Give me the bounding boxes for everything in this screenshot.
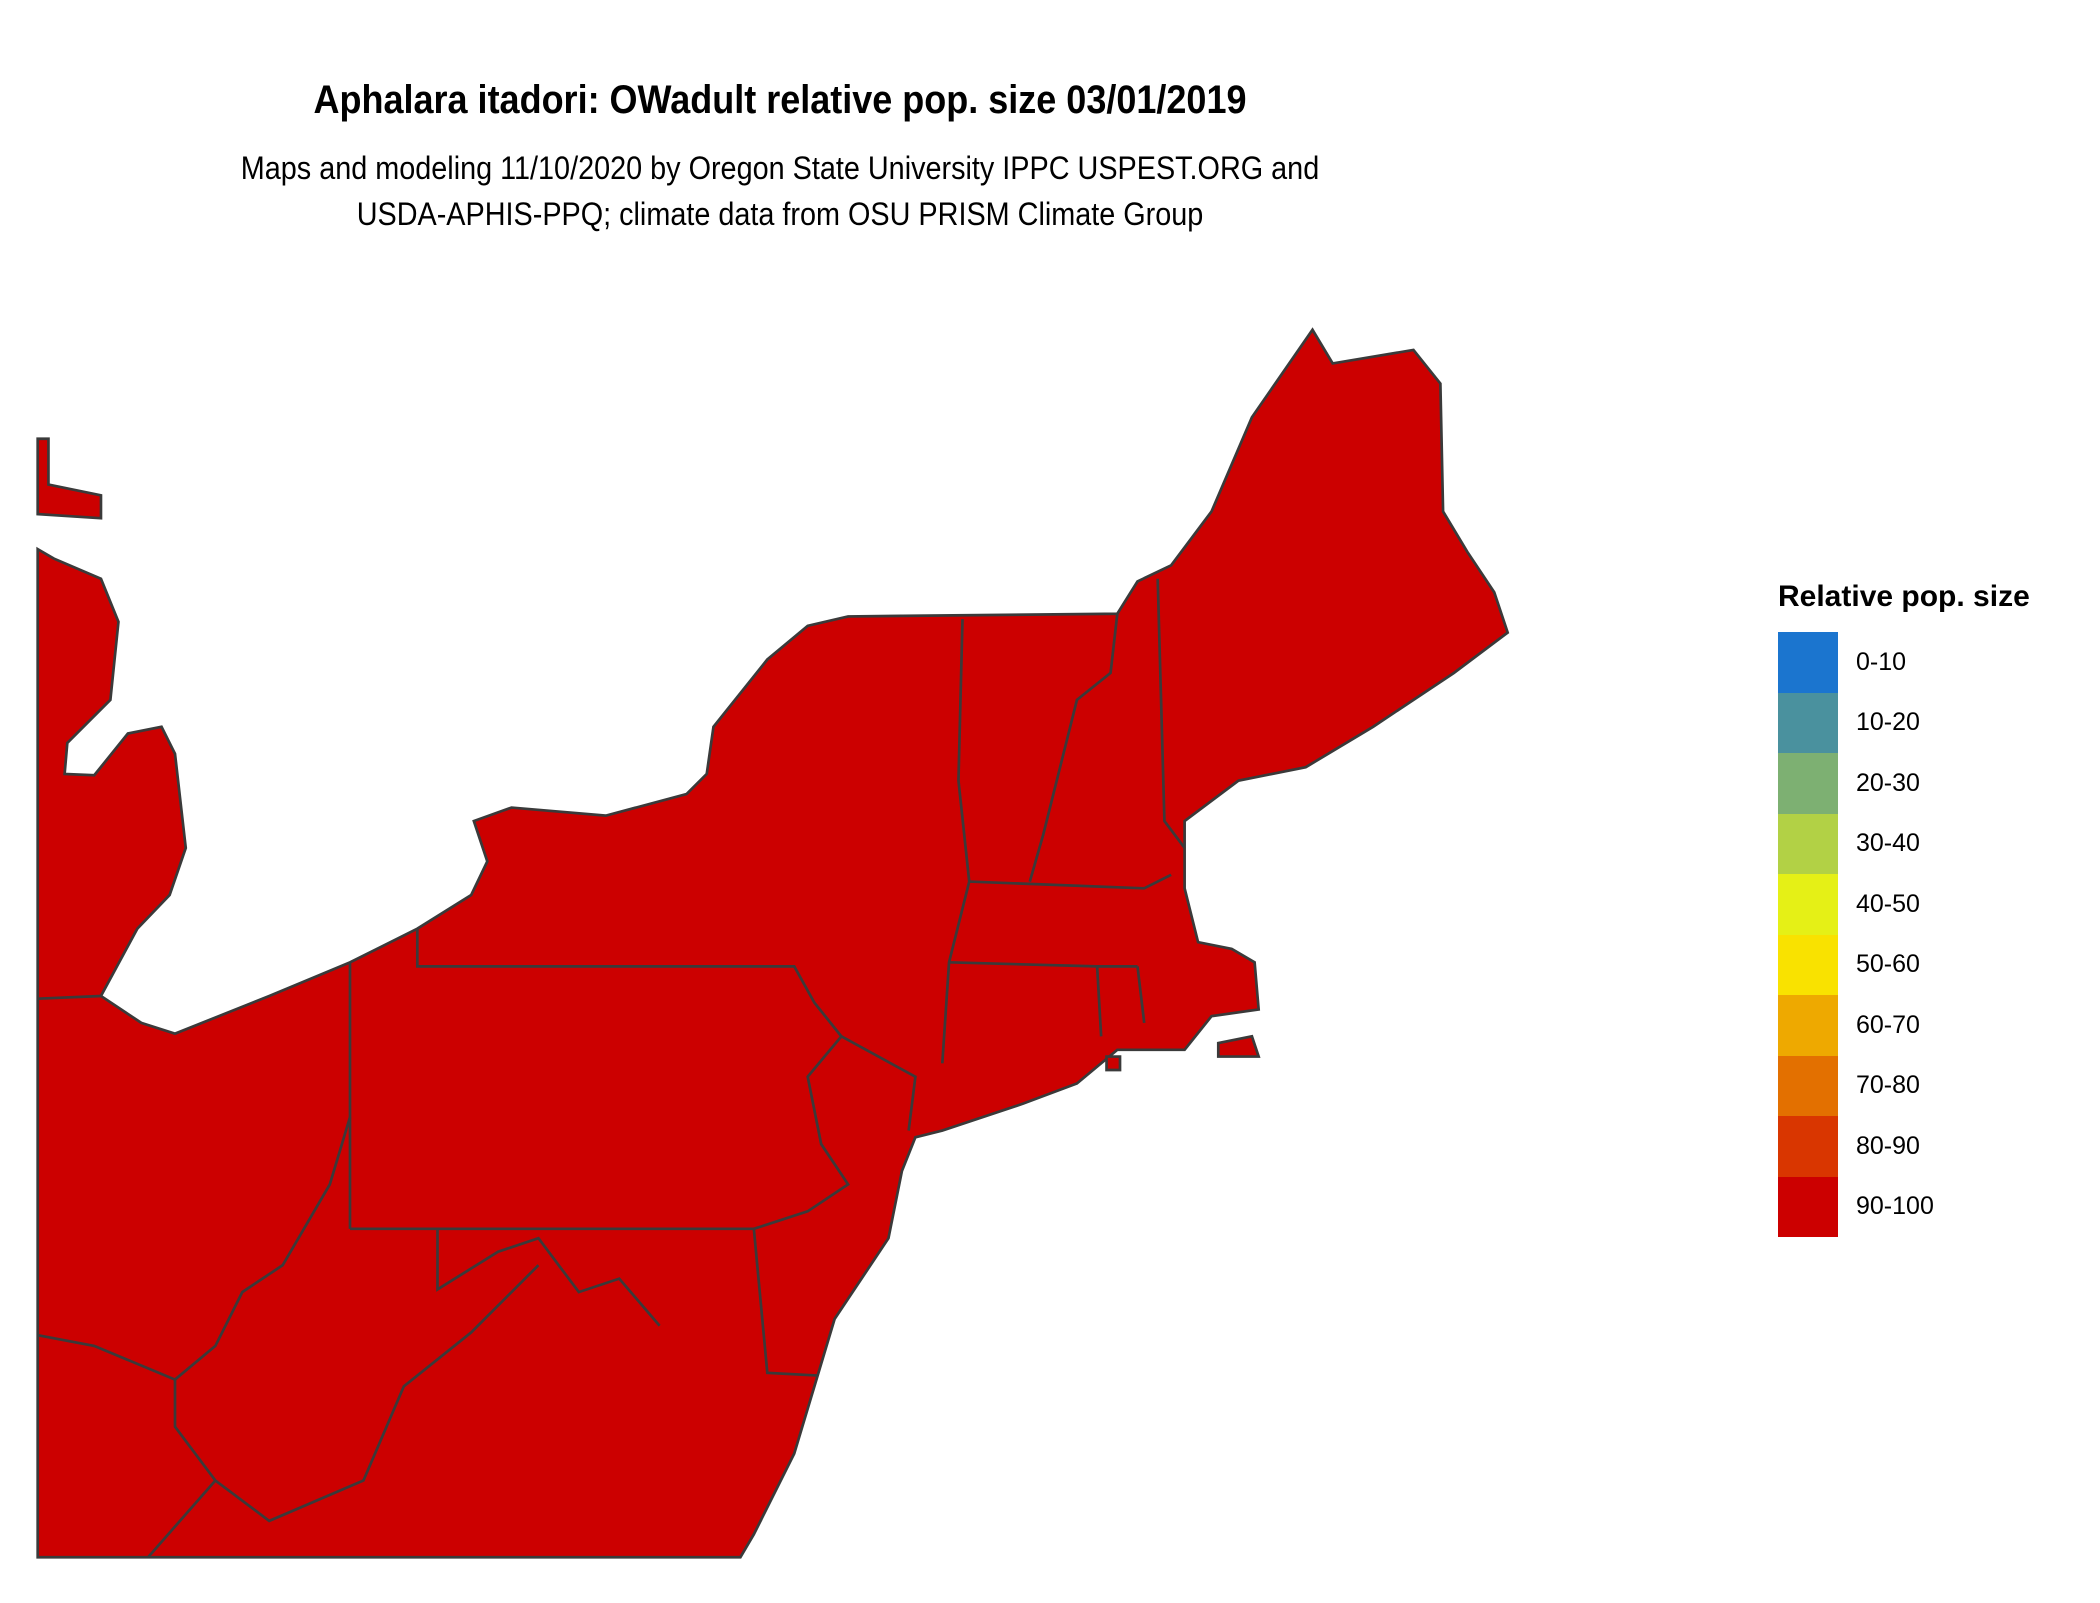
legend: Relative pop. size 0-10 10-20 20-30 30-40 40… bbox=[1778, 580, 2030, 1237]
state-borders bbox=[37, 578, 1186, 1559]
legend-item: 90-100 bbox=[1778, 1176, 2030, 1237]
legend-item: 50-60 bbox=[1778, 934, 2030, 995]
state-border bbox=[37, 1116, 352, 1382]
legend-swatch bbox=[1778, 1176, 1838, 1237]
state-border bbox=[1136, 966, 1146, 1024]
legend-label: 70-80 bbox=[1856, 1071, 1920, 1100]
legend-item: 80-90 bbox=[1778, 1116, 2030, 1177]
land-area bbox=[36, 327, 1510, 1559]
legend-item: 20-30 bbox=[1778, 753, 2030, 814]
legend-swatch bbox=[1778, 874, 1838, 935]
legend-swatch bbox=[1778, 632, 1838, 693]
legend-item: 0-10 bbox=[1778, 632, 2030, 693]
state-border bbox=[415, 928, 843, 1038]
legend-label: 30-40 bbox=[1856, 829, 1920, 858]
state-border bbox=[840, 1035, 917, 1131]
legend-label: 50-60 bbox=[1856, 950, 1920, 979]
state-border bbox=[753, 1035, 850, 1231]
legend-label: 60-70 bbox=[1856, 1010, 1920, 1039]
legend-item: 30-40 bbox=[1778, 813, 2030, 874]
state-border bbox=[173, 1264, 540, 1523]
map-subtitle-line-1: Maps and modeling 11/10/2020 by Oregon S… bbox=[240, 150, 1320, 186]
legend-swatch bbox=[1778, 813, 1838, 874]
land-polygon bbox=[1105, 1055, 1122, 1072]
state-border bbox=[1156, 578, 1186, 849]
map-title: Aphalara itadori: OWadult relative pop. … bbox=[313, 78, 1247, 122]
state-border bbox=[752, 1228, 819, 1377]
legend-swatch bbox=[1778, 934, 1838, 995]
legend-swatch bbox=[1778, 995, 1838, 1056]
legend-label: 10-20 bbox=[1856, 708, 1920, 737]
legend-swatch bbox=[1778, 692, 1838, 753]
legend-title: Relative pop. size bbox=[1778, 580, 2030, 613]
map-subtitle-line-2: USDA-APHIS-PPQ; climate data from OSU PR… bbox=[356, 196, 1204, 232]
legend-swatch bbox=[1778, 753, 1838, 814]
land-polygon bbox=[36, 437, 103, 520]
state-border bbox=[969, 873, 1172, 890]
state-border bbox=[1028, 613, 1119, 882]
legend-label: 80-90 bbox=[1856, 1131, 1920, 1160]
legend-label: 40-50 bbox=[1856, 889, 1920, 918]
legend-item: 40-50 bbox=[1778, 874, 2030, 935]
legend-item: 60-70 bbox=[1778, 995, 2030, 1056]
legend-item: 10-20 bbox=[1778, 692, 2030, 753]
legend-item: 70-80 bbox=[1778, 1055, 2030, 1116]
state-border bbox=[37, 994, 102, 1001]
legend-label: 0-10 bbox=[1856, 647, 1907, 676]
legend-label: 20-30 bbox=[1856, 768, 1920, 797]
state-border bbox=[147, 1479, 217, 1559]
legend-swatch bbox=[1778, 1116, 1838, 1177]
land-polygon bbox=[36, 327, 1510, 1559]
state-border bbox=[1095, 966, 1103, 1037]
state-border bbox=[436, 1228, 661, 1327]
legend-label: 90-100 bbox=[1856, 1192, 1934, 1221]
land-polygon bbox=[1216, 1034, 1261, 1058]
legend-swatch bbox=[1778, 1055, 1838, 1116]
